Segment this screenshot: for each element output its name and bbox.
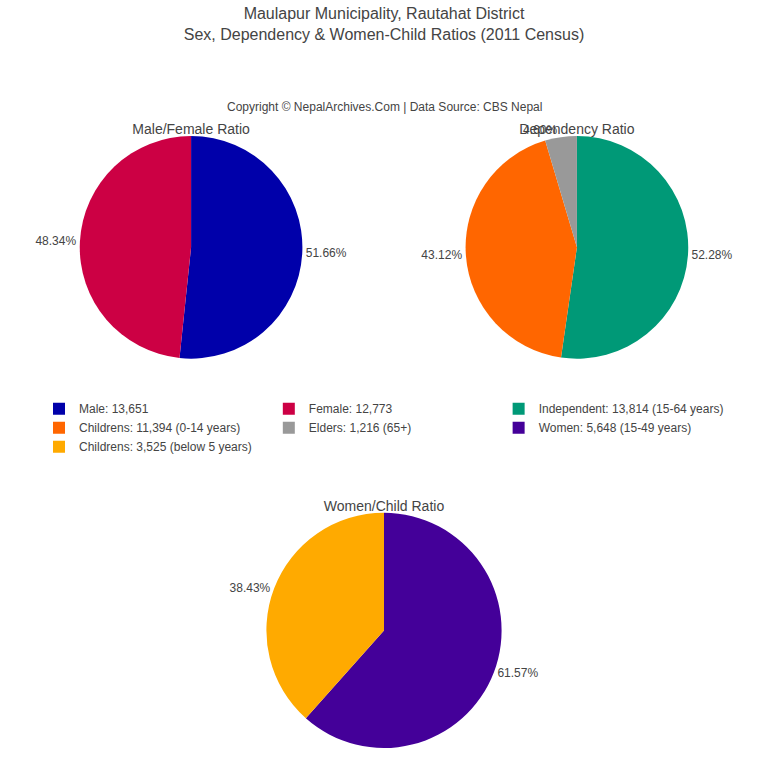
svg-text:Elders: 1,216 (65+): Elders: 1,216 (65+) [309, 421, 411, 435]
svg-text:Childrens: 3,525 (below 5 year: Childrens: 3,525 (below 5 years) [79, 440, 252, 454]
svg-text:Copyright © NepalArchives.Com: Copyright © NepalArchives.Com | Data Sou… [227, 100, 542, 114]
svg-text:61.57%: 61.57% [497, 666, 538, 680]
svg-text:Women/Child Ratio: Women/Child Ratio [324, 498, 445, 514]
svg-text:43.12%: 43.12% [421, 248, 462, 262]
svg-text:Women: 5,648 (15-49 years): Women: 5,648 (15-49 years) [539, 421, 692, 435]
svg-text:48.34%: 48.34% [35, 234, 76, 248]
svg-text:Male/Female Ratio: Male/Female Ratio [132, 121, 250, 137]
svg-text:Female: 12,773: Female: 12,773 [309, 402, 393, 416]
svg-text:52.28%: 52.28% [691, 248, 732, 262]
svg-text:Dependency Ratio: Dependency Ratio [519, 121, 634, 137]
svg-text:Independent: 13,814 (15-64 yea: Independent: 13,814 (15-64 years) [539, 402, 724, 416]
svg-text:Male: 13,651: Male: 13,651 [79, 402, 149, 416]
svg-text:38.43%: 38.43% [230, 581, 271, 595]
svg-text:Childrens: 11,394 (0-14 years): Childrens: 11,394 (0-14 years) [79, 421, 240, 435]
svg-text:4.60%: 4.60% [523, 123, 557, 137]
svg-text:51.66%: 51.66% [306, 246, 347, 260]
svg-text:Maulapur Municipality, Rautaha: Maulapur Municipality, Rautahat District… [184, 5, 585, 43]
